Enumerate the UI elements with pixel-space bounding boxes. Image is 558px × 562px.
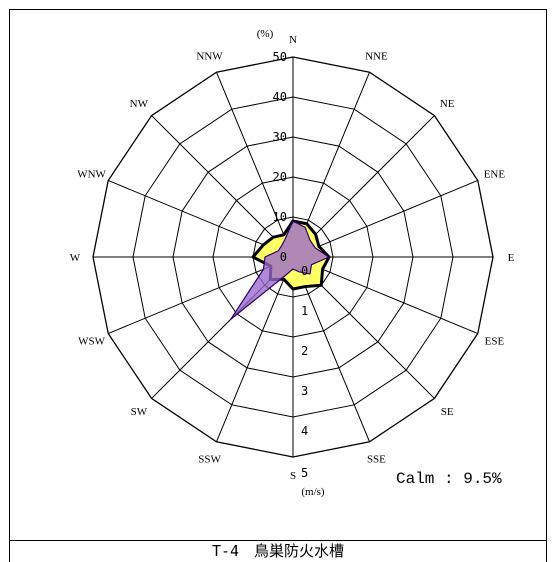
direction-label-nnw: NNW	[196, 51, 223, 63]
direction-label-sw: SW	[131, 406, 148, 418]
direction-label-s: S	[290, 470, 296, 482]
speed-tick-label: 3	[301, 384, 308, 398]
frequency-tick-label: 0	[280, 250, 287, 264]
speed-tick-label: 5	[301, 466, 308, 480]
spoke-nnw	[216, 72, 294, 258]
speed-tick-label: 2	[301, 344, 308, 358]
speed-tick-label: 0	[301, 264, 308, 278]
frequency-tick-label: 20	[273, 170, 287, 184]
direction-label-ne: NE	[440, 98, 455, 110]
frequency-unit-label: (%)	[257, 28, 274, 40]
direction-label-sse: SSE	[367, 453, 386, 465]
chart-frame	[9, 9, 547, 562]
direction-label-se: SE	[441, 406, 454, 418]
frequency-tick-label: 40	[273, 90, 287, 104]
direction-label-w: W	[70, 252, 81, 264]
direction-label-nne: NNE	[365, 51, 388, 63]
spoke-wsw	[108, 256, 294, 334]
frequency-tick-label: 50	[273, 50, 287, 64]
frequency-tick-label: 10	[273, 210, 287, 224]
spoke-nw	[151, 115, 294, 258]
spoke-ene	[292, 180, 478, 258]
calm-label: Calm : 9.5%	[396, 470, 502, 488]
direction-label-nw: NW	[130, 98, 149, 110]
direction-label-e: E	[508, 252, 515, 264]
chart-title: T-4 鳥巣防火水槽	[211, 542, 345, 560]
speed-tick-label: 4	[301, 424, 308, 438]
direction-label-ssw: SSW	[198, 453, 221, 465]
spoke-ssw	[216, 256, 294, 442]
title-divider	[9, 540, 547, 541]
direction-label-wnw: WNW	[77, 169, 106, 181]
direction-label-ene: ENE	[484, 169, 506, 181]
direction-label-ese: ESE	[485, 335, 505, 347]
series-layer	[230, 219, 331, 320]
label-layer: NNNENEENEEESESESSESSSWSWWSWWWNWNWNNW0102…	[70, 28, 515, 498]
direction-label-n: N	[289, 34, 297, 46]
frequency-tick-label: 30	[273, 130, 287, 144]
speed-tick-label: 1	[301, 304, 308, 318]
direction-label-wsw: WSW	[78, 335, 106, 347]
wind-speed-series-polygon	[230, 220, 330, 320]
speed-unit-label: (m/s)	[301, 486, 325, 498]
